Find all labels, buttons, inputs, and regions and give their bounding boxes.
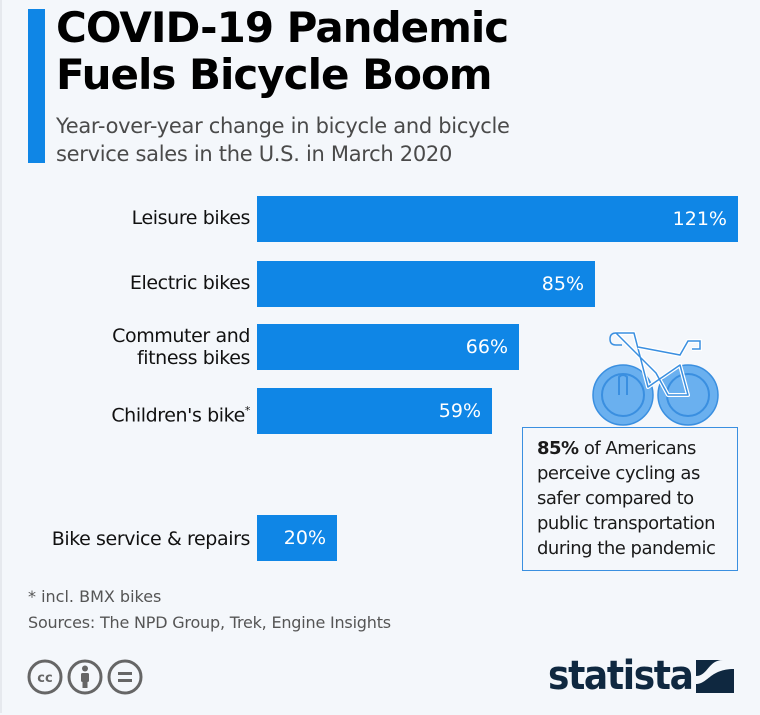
category-label-line-2: fitness bikes <box>136 347 250 369</box>
attribution-icon[interactable] <box>67 659 103 695</box>
bar-electric-bikes: 85% <box>257 261 595 307</box>
subtitle-line-1: Year-over-year change in bicycle and bic… <box>56 114 510 138</box>
category-label-childrens-bike: Children's bike* <box>111 400 250 426</box>
license-icons: cc <box>27 659 143 697</box>
callout-line-1: 85% of Americans <box>537 436 737 461</box>
statista-logo[interactable]: statista <box>548 652 734 700</box>
bar-value-leisure-bikes: 121% <box>672 208 727 230</box>
callout-line-5: during the pandemic <box>537 538 716 559</box>
svg-text:cc: cc <box>37 671 52 686</box>
callout-highlight: 85% <box>537 438 579 459</box>
callout-box: 85% of Americans perceive cycling as saf… <box>522 427 738 571</box>
creative-commons-icon[interactable]: cc <box>27 659 63 695</box>
no-derivatives-icon[interactable] <box>107 659 143 695</box>
bar-leisure-bikes: 121% <box>257 196 738 242</box>
statista-logo-mark-icon <box>696 660 734 693</box>
title-line-1: COVID-19 Pandemic <box>56 3 509 52</box>
title-line-2: Fuels Bicycle Boom <box>56 50 493 99</box>
chart-title: COVID-19 Pandemic Fuels Bicycle Boom <box>56 3 509 99</box>
category-label-text: Children's bike <box>111 404 245 427</box>
bar-value-electric-bikes: 85% <box>541 273 584 295</box>
bar-value-childrens-bike: 59% <box>438 400 481 422</box>
category-label-commuter-fitness-bikes: Commuter and fitness bikes <box>112 325 250 369</box>
category-label-electric-bikes: Electric bikes <box>129 272 251 294</box>
subtitle-line-2: service sales in the U.S. in March 2020 <box>56 142 453 166</box>
category-label-leisure-bikes: Leisure bikes <box>131 207 251 229</box>
category-label-bike-service-repairs: Bike service & repairs <box>51 528 251 550</box>
bicycle-icon <box>592 331 719 426</box>
callout-line-2: perceive cycling as <box>537 463 700 484</box>
footnote: * incl. BMX bikes <box>28 587 162 606</box>
callout-line-3: safer compared to <box>537 488 694 509</box>
sources-note: Sources: The NPD Group, Trek, Engine Ins… <box>28 613 391 632</box>
bar-commuter-fitness-bikes: 66% <box>257 324 519 370</box>
callout-line-4: public transportation <box>537 513 716 534</box>
statista-logo-text: statista <box>548 653 694 699</box>
bar-value-commuter-fitness-bikes: 66% <box>465 336 508 358</box>
chart-subtitle: Year-over-year change in bicycle and bic… <box>56 112 510 168</box>
footnote-marker: * <box>244 404 251 417</box>
bar-childrens-bike: 59% <box>257 388 492 434</box>
category-label-line-1: Commuter and <box>112 325 250 347</box>
bar-value-bike-service-repairs: 20% <box>283 527 326 549</box>
title-accent-bar <box>28 9 45 163</box>
callout-line-1-text: of Americans <box>578 438 697 459</box>
bar-bike-service-repairs: 20% <box>257 515 337 561</box>
